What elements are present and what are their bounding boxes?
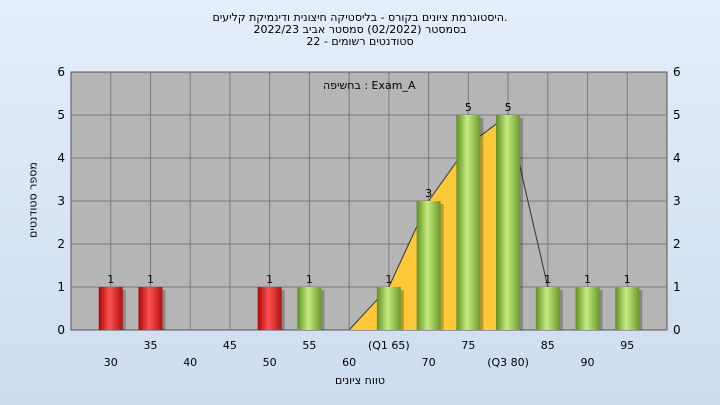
- bar-value-label: 1: [624, 273, 631, 286]
- bar-50: [257, 287, 282, 330]
- y-tick-label-right: 3: [673, 194, 681, 208]
- x-tick-label: 60: [342, 356, 356, 369]
- bar-value-label: 5: [465, 101, 472, 114]
- y-tick-label-right: 4: [673, 151, 681, 165]
- bar-90: [575, 287, 600, 330]
- x-tick-label: 70: [422, 356, 436, 369]
- bar-95: [615, 287, 640, 330]
- y-tick-label-left: 0: [57, 323, 65, 337]
- bar-value-label: 1: [147, 273, 154, 286]
- bar-value-label: 1: [385, 273, 392, 286]
- x-tick-label: 95: [620, 339, 634, 352]
- bar-value-label: 5: [505, 101, 512, 114]
- chart-subtitle-enrolled: סטודנטים רשומים - 22: [306, 35, 414, 48]
- x-tick-label: 85: [541, 339, 555, 352]
- y-tick-label-left: 4: [57, 151, 65, 165]
- x-tick-label: 55: [302, 339, 316, 352]
- legend-label: בחשיפה : Exam_A: [323, 79, 416, 92]
- x-tick-label: 75: [461, 339, 475, 352]
- x-tick-label: 50: [263, 356, 277, 369]
- y-tick-label-right: 6: [673, 65, 681, 79]
- x-tick-label: 30: [104, 356, 118, 369]
- x-tick-label: 40: [183, 356, 197, 369]
- x-tick-label: 45: [223, 339, 237, 352]
- chart-subtitle-semester: בסמסטר (02/2022) סמסטר אביב 2022/23: [253, 23, 467, 36]
- y-tick-label-right: 5: [673, 108, 681, 122]
- x-tick-label: (Q1 65): [368, 339, 410, 352]
- bar-65: [376, 287, 401, 330]
- y-tick-label-left: 3: [57, 194, 65, 208]
- x-tick-label: 90: [581, 356, 595, 369]
- bar-70: [416, 201, 441, 330]
- y-tick-label-right: 2: [673, 237, 681, 251]
- bar-value-label: 1: [107, 273, 114, 286]
- x-tick-label: (Q3 80): [487, 356, 529, 369]
- bar-35: [138, 287, 163, 330]
- bar-75: [456, 115, 481, 330]
- bar-85: [535, 287, 560, 330]
- bar-55: [297, 287, 322, 330]
- y-axis-label: מספר סטודנטים: [26, 162, 40, 238]
- chart-title: היסטוגרמת ציונים בקורס - בליסטיקה חיצוני…: [212, 11, 508, 24]
- x-tick-label: 35: [143, 339, 157, 352]
- bar-80: [496, 115, 521, 330]
- bar-value-label: 1: [266, 273, 273, 286]
- y-tick-label-right: 1: [673, 280, 681, 294]
- bar-value-label: 1: [544, 273, 551, 286]
- bar-value-label: 3: [425, 187, 432, 200]
- y-tick-label-left: 1: [57, 280, 65, 294]
- bar-30: [98, 287, 123, 330]
- y-tick-label-left: 6: [57, 65, 65, 79]
- y-tick-label-right: 0: [673, 323, 681, 337]
- x-axis-label: טווח ציונים: [335, 374, 385, 387]
- bar-value-label: 1: [306, 273, 313, 286]
- y-tick-label-left: 2: [57, 237, 65, 251]
- bar-value-label: 1: [584, 273, 591, 286]
- y-tick-label-left: 5: [57, 108, 65, 122]
